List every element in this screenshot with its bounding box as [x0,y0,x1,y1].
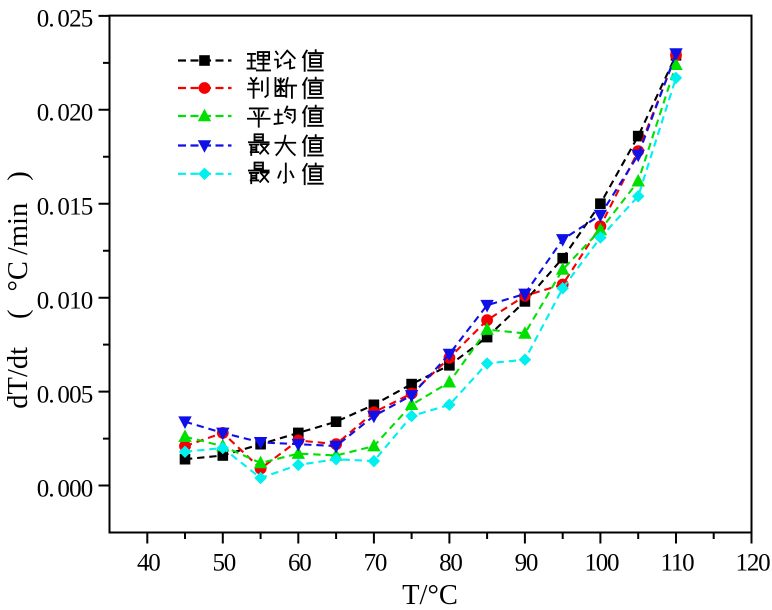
svg-text:T/°C: T/°C [402,580,458,610]
svg-text:120: 120 [736,550,771,577]
svg-text:0.000: 0. 000 [37,475,93,502]
svg-text:dT/dt(°C/min): dT/dt(°C/min) [3,171,34,408]
svg-text:0.020: 0. 020 [37,100,93,127]
svg-text:110: 110 [661,550,695,577]
svg-text:90: 90 [515,550,538,577]
svg-text:40: 40 [137,550,160,577]
svg-text:0.025: 0. 025 [37,6,93,33]
svg-text:70: 70 [364,550,387,577]
svg-text:0.005: 0. 005 [37,381,93,408]
svg-text:0.010: 0. 010 [37,288,93,315]
svg-text:60: 60 [288,550,311,577]
svg-text:0.015: 0. 015 [37,194,93,221]
svg-text:80: 80 [439,550,462,577]
svg-text:100: 100 [584,550,619,577]
svg-text:50: 50 [212,550,235,577]
